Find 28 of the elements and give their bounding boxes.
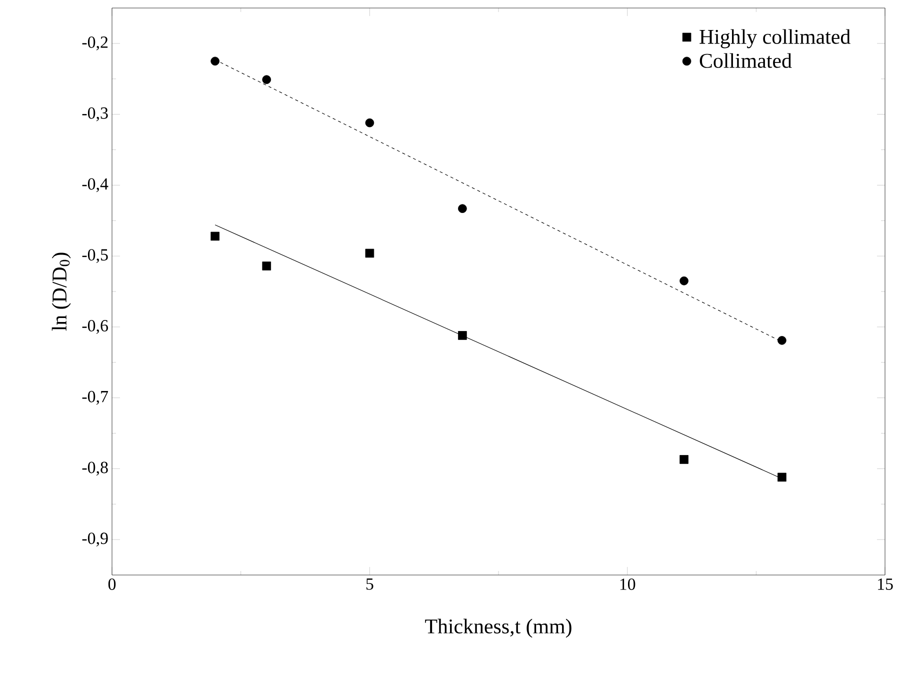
- point: [210, 232, 220, 241]
- y-axis-title: ln (D/D$_{0}$): [52, 252, 71, 331]
- y-tick-label: -0,7: [82, 390, 108, 405]
- y-tick-label: -0,6: [82, 320, 108, 334]
- point: [458, 204, 467, 213]
- legend-label: Highly collimated: [700, 29, 850, 48]
- x-tick-label: 15: [878, 578, 893, 590]
- point: [210, 56, 220, 66]
- point: [778, 336, 786, 345]
- legend-label: Collimated: [700, 53, 792, 68]
- point: [458, 331, 467, 340]
- point: [680, 455, 688, 464]
- y-tick-label: -0,3: [82, 107, 108, 122]
- x-tick-label: 5: [366, 578, 374, 590]
- point: [262, 262, 272, 270]
- y-tick-label: -0,4: [82, 178, 108, 192]
- y-tick-label: -0,9: [82, 532, 108, 546]
- point: [680, 276, 688, 286]
- x-tick-label: 0: [108, 578, 116, 590]
- x-axis-title: Thickness,t (mm): [425, 618, 572, 638]
- x-tick-label: 10: [620, 578, 636, 590]
- point: [262, 75, 272, 84]
- point: [778, 472, 786, 482]
- y-tick-label: -0,2: [82, 36, 108, 50]
- point: [365, 118, 374, 128]
- point: [365, 248, 374, 258]
- y-tick-label: -0,8: [82, 462, 108, 476]
- y-tick-label: -0,5: [82, 249, 108, 263]
